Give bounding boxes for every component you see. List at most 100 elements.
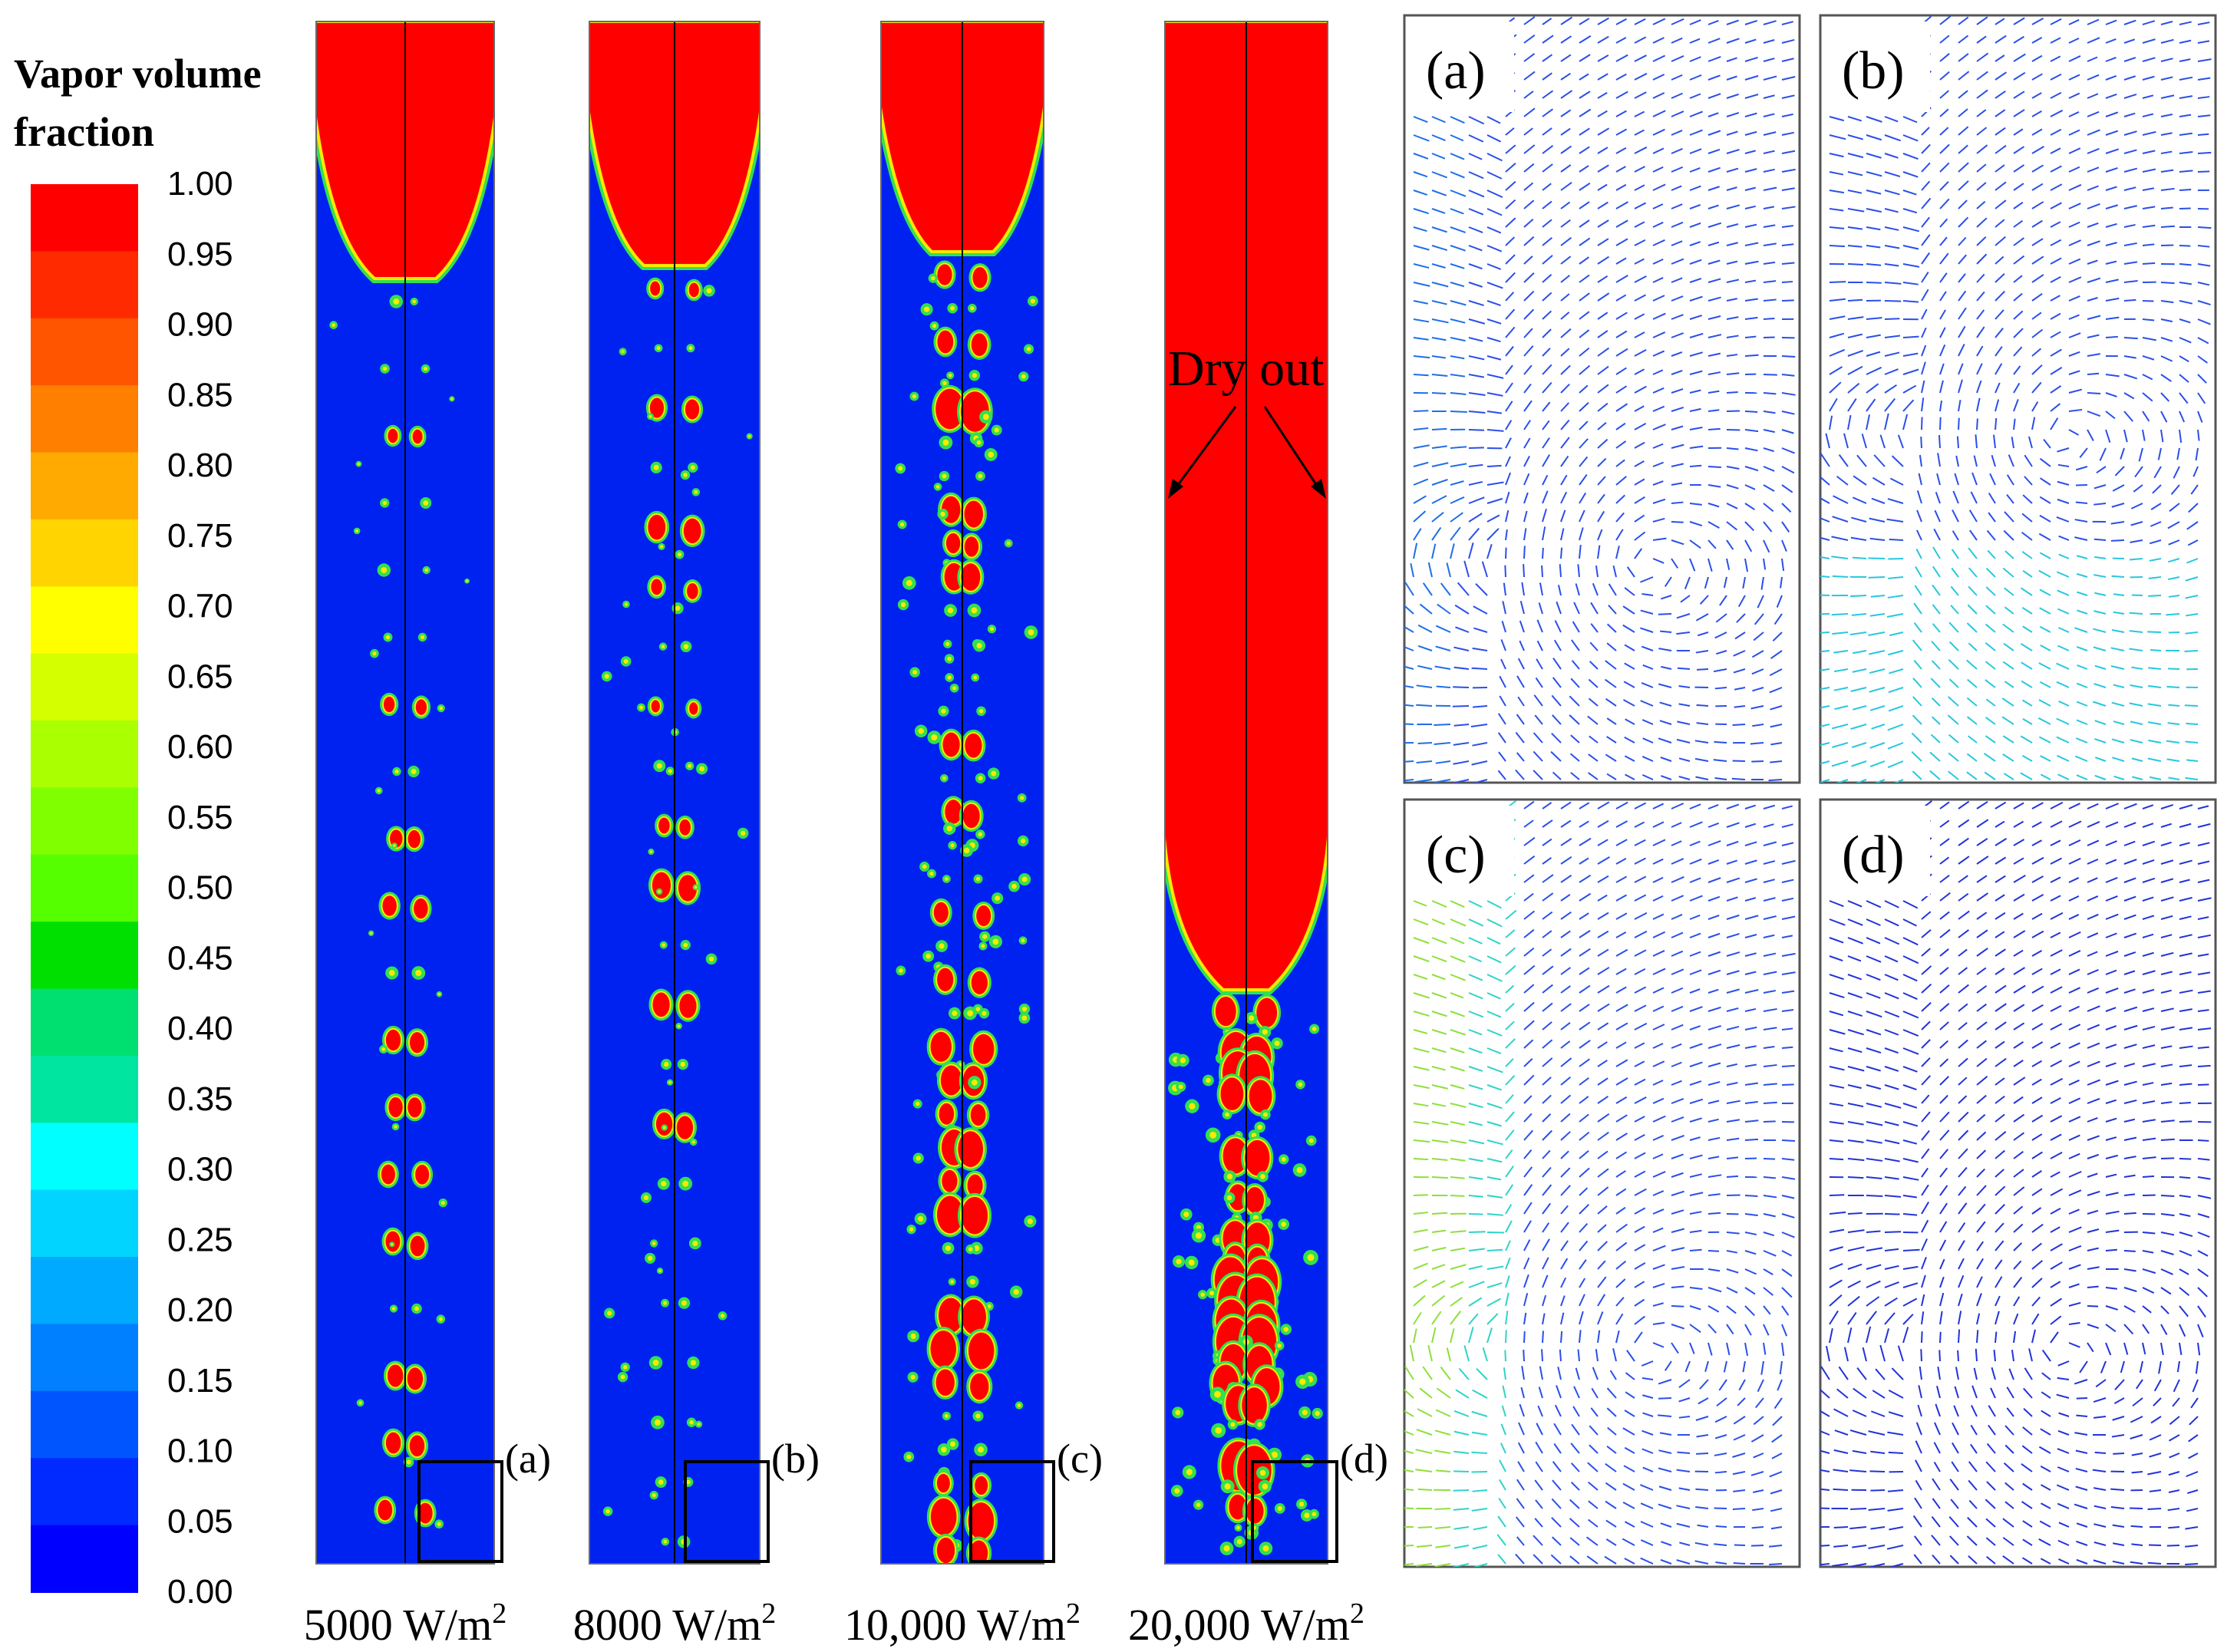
velocity-vector	[2076, 774, 2088, 780]
velocity-vector	[2013, 1276, 2023, 1288]
velocity-vector	[1413, 300, 1428, 305]
velocity-vector	[1658, 1503, 1672, 1509]
velocity-vector	[2013, 802, 2024, 810]
velocity-vector	[1615, 912, 1628, 920]
velocity-vector	[1615, 986, 1627, 994]
velocity-vector	[1453, 646, 1470, 651]
velocity-vector	[1866, 1084, 1882, 1090]
velocity-vector	[1726, 1156, 1739, 1159]
velocity-vector	[1523, 236, 1535, 246]
velocity-vector	[2013, 893, 2025, 902]
velocity-vector	[1994, 417, 1998, 430]
velocity-vector	[1847, 1121, 1864, 1126]
velocity-vector	[1505, 1204, 1513, 1215]
velocity-vector	[2076, 701, 2088, 707]
velocity-vector	[1560, 164, 1572, 173]
velocity-vector	[1575, 1367, 1580, 1380]
velocity-vector	[1763, 1120, 1776, 1123]
velocity-vector	[1763, 879, 1775, 883]
velocity-vector	[1431, 918, 1446, 925]
velocity-vector	[1486, 955, 1502, 964]
velocity-vector	[1866, 153, 1882, 159]
velocity-vector	[1634, 1133, 1645, 1141]
velocity-vector	[1597, 438, 1608, 449]
velocity-vector	[1976, 380, 1982, 394]
velocity-vector	[1542, 348, 1551, 357]
velocity-vector	[2123, 1099, 2137, 1104]
velocity-vector	[1505, 162, 1516, 173]
velocity-vector	[1404, 1563, 1414, 1566]
velocity-vector	[1994, 1149, 2005, 1159]
velocity-vector	[1523, 855, 1536, 865]
velocity-vector	[1891, 455, 1904, 467]
velocity-vector	[2023, 1387, 2033, 1399]
velocity-vector	[1572, 1406, 1580, 1417]
velocity-vector	[1671, 1061, 1682, 1067]
velocity-vector	[1994, 290, 2006, 302]
velocity-vector	[1869, 1563, 1886, 1567]
velocity-vector	[1847, 1158, 1865, 1162]
velocity-vector	[2179, 39, 2192, 44]
velocity-vector	[2050, 385, 2062, 394]
velocity-vector	[2031, 401, 2039, 412]
velocity-vector	[1615, 257, 1627, 265]
velocity-vector	[1884, 1328, 1890, 1344]
velocity-vector	[1413, 900, 1427, 907]
velocity-vector	[1542, 437, 1550, 449]
velocity-vector	[1954, 1386, 1959, 1399]
velocity-vector	[1533, 1535, 1543, 1546]
velocity-vector	[1569, 695, 1580, 707]
velocity-vector	[1726, 57, 1737, 62]
velocity-vector	[1781, 131, 1794, 136]
velocity-vector	[1755, 1397, 1764, 1409]
velocity-vector	[1560, 236, 1572, 246]
velocity-vector	[1707, 148, 1721, 154]
velocity-vector	[1523, 928, 1535, 938]
velocity-vector	[2022, 569, 2033, 578]
velocity-vector	[2105, 821, 2119, 828]
velocity-vector	[1468, 337, 1483, 342]
velocity-vector	[1615, 166, 1626, 173]
velocity-vector	[1505, 199, 1516, 209]
velocity-vector	[1921, 1238, 1929, 1251]
velocity-vector	[1504, 565, 1506, 578]
velocity-vector	[1538, 602, 1543, 615]
velocity-vector	[1615, 459, 1625, 467]
velocity-vector	[2021, 513, 2033, 523]
velocity-vector	[1542, 948, 1552, 957]
velocity-vector	[1866, 1103, 1882, 1108]
velocity-vector	[1763, 20, 1777, 25]
velocity-vector	[1523, 127, 1533, 136]
velocity-vector	[1939, 856, 1950, 865]
velocity-vector	[1597, 1260, 1606, 1270]
velocity-vector	[2013, 1151, 2024, 1159]
velocity-vector	[1958, 910, 1970, 920]
velocity-vector	[1866, 1230, 1881, 1233]
velocity-vector	[1699, 595, 1709, 605]
velocity-vector	[2076, 1540, 2088, 1546]
vapor-bubble	[936, 1195, 963, 1234]
velocity-vector	[1404, 1366, 1414, 1380]
velocity-vector	[2024, 454, 2033, 467]
velocity-vector	[1542, 1113, 1552, 1123]
velocity-vector	[2142, 1044, 2156, 1049]
velocity-vector	[1652, 987, 1665, 994]
velocity-vector	[1431, 478, 1448, 486]
velocity-vector	[1671, 1285, 1684, 1288]
velocity-vector	[1453, 1526, 1470, 1530]
velocity-vector	[1958, 400, 1961, 412]
velocity-vector	[1988, 1405, 1996, 1417]
velocity-vector	[1936, 1386, 1941, 1399]
velocity-vector	[1902, 900, 1919, 909]
velocity-vector	[1579, 146, 1590, 154]
velocity-vector	[2013, 1169, 2024, 1178]
velocity-vector	[2123, 57, 2136, 62]
velocity-vector	[1976, 1313, 1981, 1325]
velocity-vector	[1579, 802, 1590, 810]
velocity-vector	[1958, 90, 1968, 99]
velocity-vector	[2142, 38, 2156, 44]
velocity-vector	[1744, 971, 1757, 975]
velocity-vector	[2179, 1305, 2189, 1317]
velocity-vector	[1622, 1427, 1635, 1436]
velocity-vector	[2013, 930, 2026, 938]
